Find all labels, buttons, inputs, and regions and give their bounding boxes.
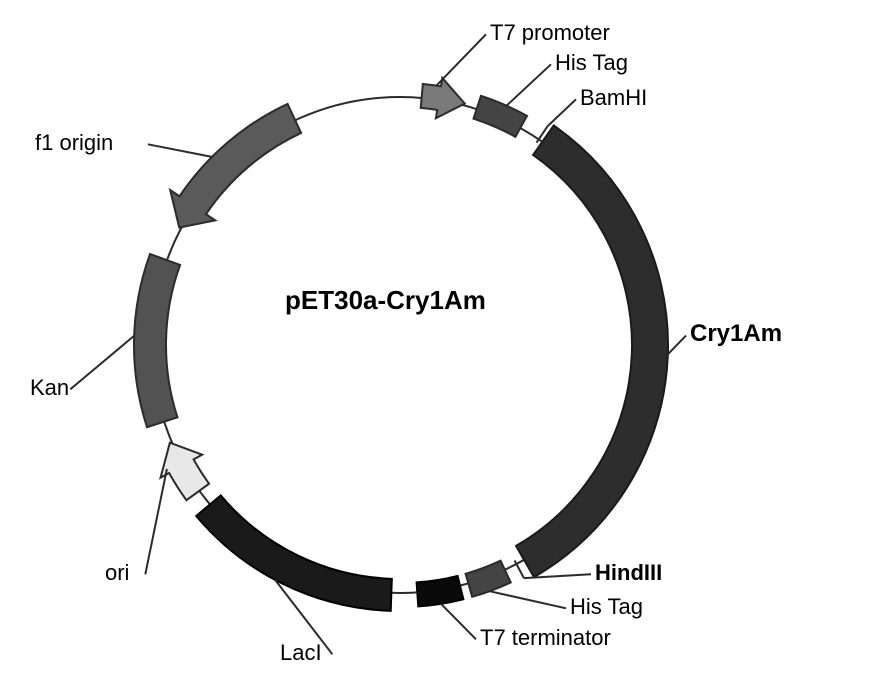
label-cry1am: Cry1Am	[690, 320, 782, 348]
leader-t7_terminator	[441, 604, 476, 640]
feature-t7_promoter	[421, 78, 465, 118]
feature-laci	[196, 495, 392, 610]
label-his_tag_top: His Tag	[555, 50, 628, 76]
feature-f1_origin	[170, 104, 301, 228]
label-his_tag_bottom: His Tag	[570, 594, 643, 620]
label-f1_origin: f1 origin	[35, 130, 113, 156]
feature-cry1am	[516, 125, 668, 577]
feature-his_tag_top	[474, 96, 527, 137]
leader-kan	[70, 336, 134, 390]
label-ori: ori	[105, 560, 129, 586]
leader-t7_promoter	[436, 34, 486, 85]
label-bamhi: BamHI	[580, 85, 647, 111]
feature-ori	[161, 443, 210, 500]
label-laci: LacI	[280, 640, 322, 666]
label-t7_promoter: T7 promoter	[490, 20, 610, 46]
leader-f1_origin	[148, 144, 212, 157]
leader-cry1am	[668, 336, 686, 355]
label-hindiii: HindIII	[595, 560, 662, 586]
leader-bamhi	[548, 99, 576, 126]
feature-t7_terminator	[417, 576, 464, 606]
plasmid-title: pET30a-Cry1Am	[285, 285, 486, 316]
feature-his_tag_bottom	[466, 561, 511, 597]
feature-kan	[134, 254, 180, 427]
leader-his_tag_top	[507, 64, 551, 105]
label-kan: Kan	[30, 375, 69, 401]
label-t7_terminator: T7 terminator	[480, 625, 611, 651]
leader-his_tag_bottom	[490, 591, 566, 608]
leader-ori	[145, 469, 167, 574]
